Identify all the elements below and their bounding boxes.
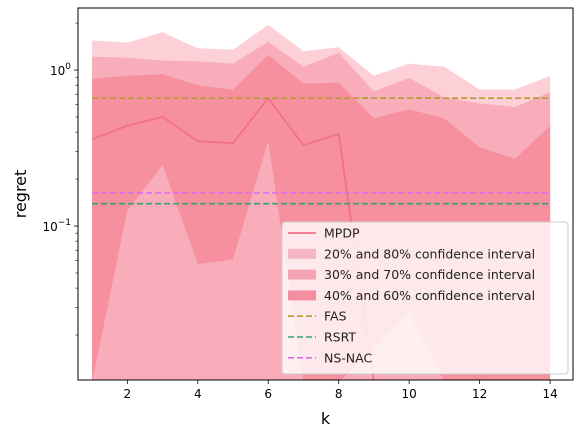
x-tick-label: 10 <box>402 387 417 401</box>
x-axis-label: k <box>321 409 331 428</box>
series-lines <box>91 97 551 380</box>
x-tick-label: 14 <box>542 387 557 401</box>
y-axis-ticks: 10−1 100 <box>42 22 78 336</box>
plot-frame <box>77 7 574 381</box>
x-tick-label: 12 <box>472 387 487 401</box>
legend-label: FAS <box>324 309 347 324</box>
x-tick-label: 8 <box>335 387 343 401</box>
legend-box <box>281 221 569 375</box>
x-tick-label: 6 <box>264 387 272 401</box>
y-tick-label: 100 <box>50 62 71 78</box>
legend-label: RSRT <box>324 330 356 345</box>
legend-handle-patch <box>288 290 316 301</box>
x-tick-label: 2 <box>124 387 132 401</box>
x-tick-label: 4 <box>194 387 202 401</box>
series-line-mpdp <box>91 97 375 380</box>
legend-label: 40% and 60% confidence interval <box>324 288 535 303</box>
legend-handle-patch <box>288 269 316 280</box>
legend-handle-patch <box>288 248 316 259</box>
legend-label: 30% and 70% confidence interval <box>324 267 535 282</box>
y-tick-label: 10−1 <box>42 218 71 234</box>
legend-label: 20% and 80% confidence interval <box>324 246 535 261</box>
x-axis-ticks: 2 4 6 8 10 12 14 <box>124 380 558 401</box>
legend: MPDP 20% and 80% confidence interval 30% a… <box>281 221 569 375</box>
y-axis-label: regret <box>11 170 30 219</box>
legend-label: MPDP <box>324 226 360 241</box>
legend-label: NS-NAC <box>324 350 372 365</box>
